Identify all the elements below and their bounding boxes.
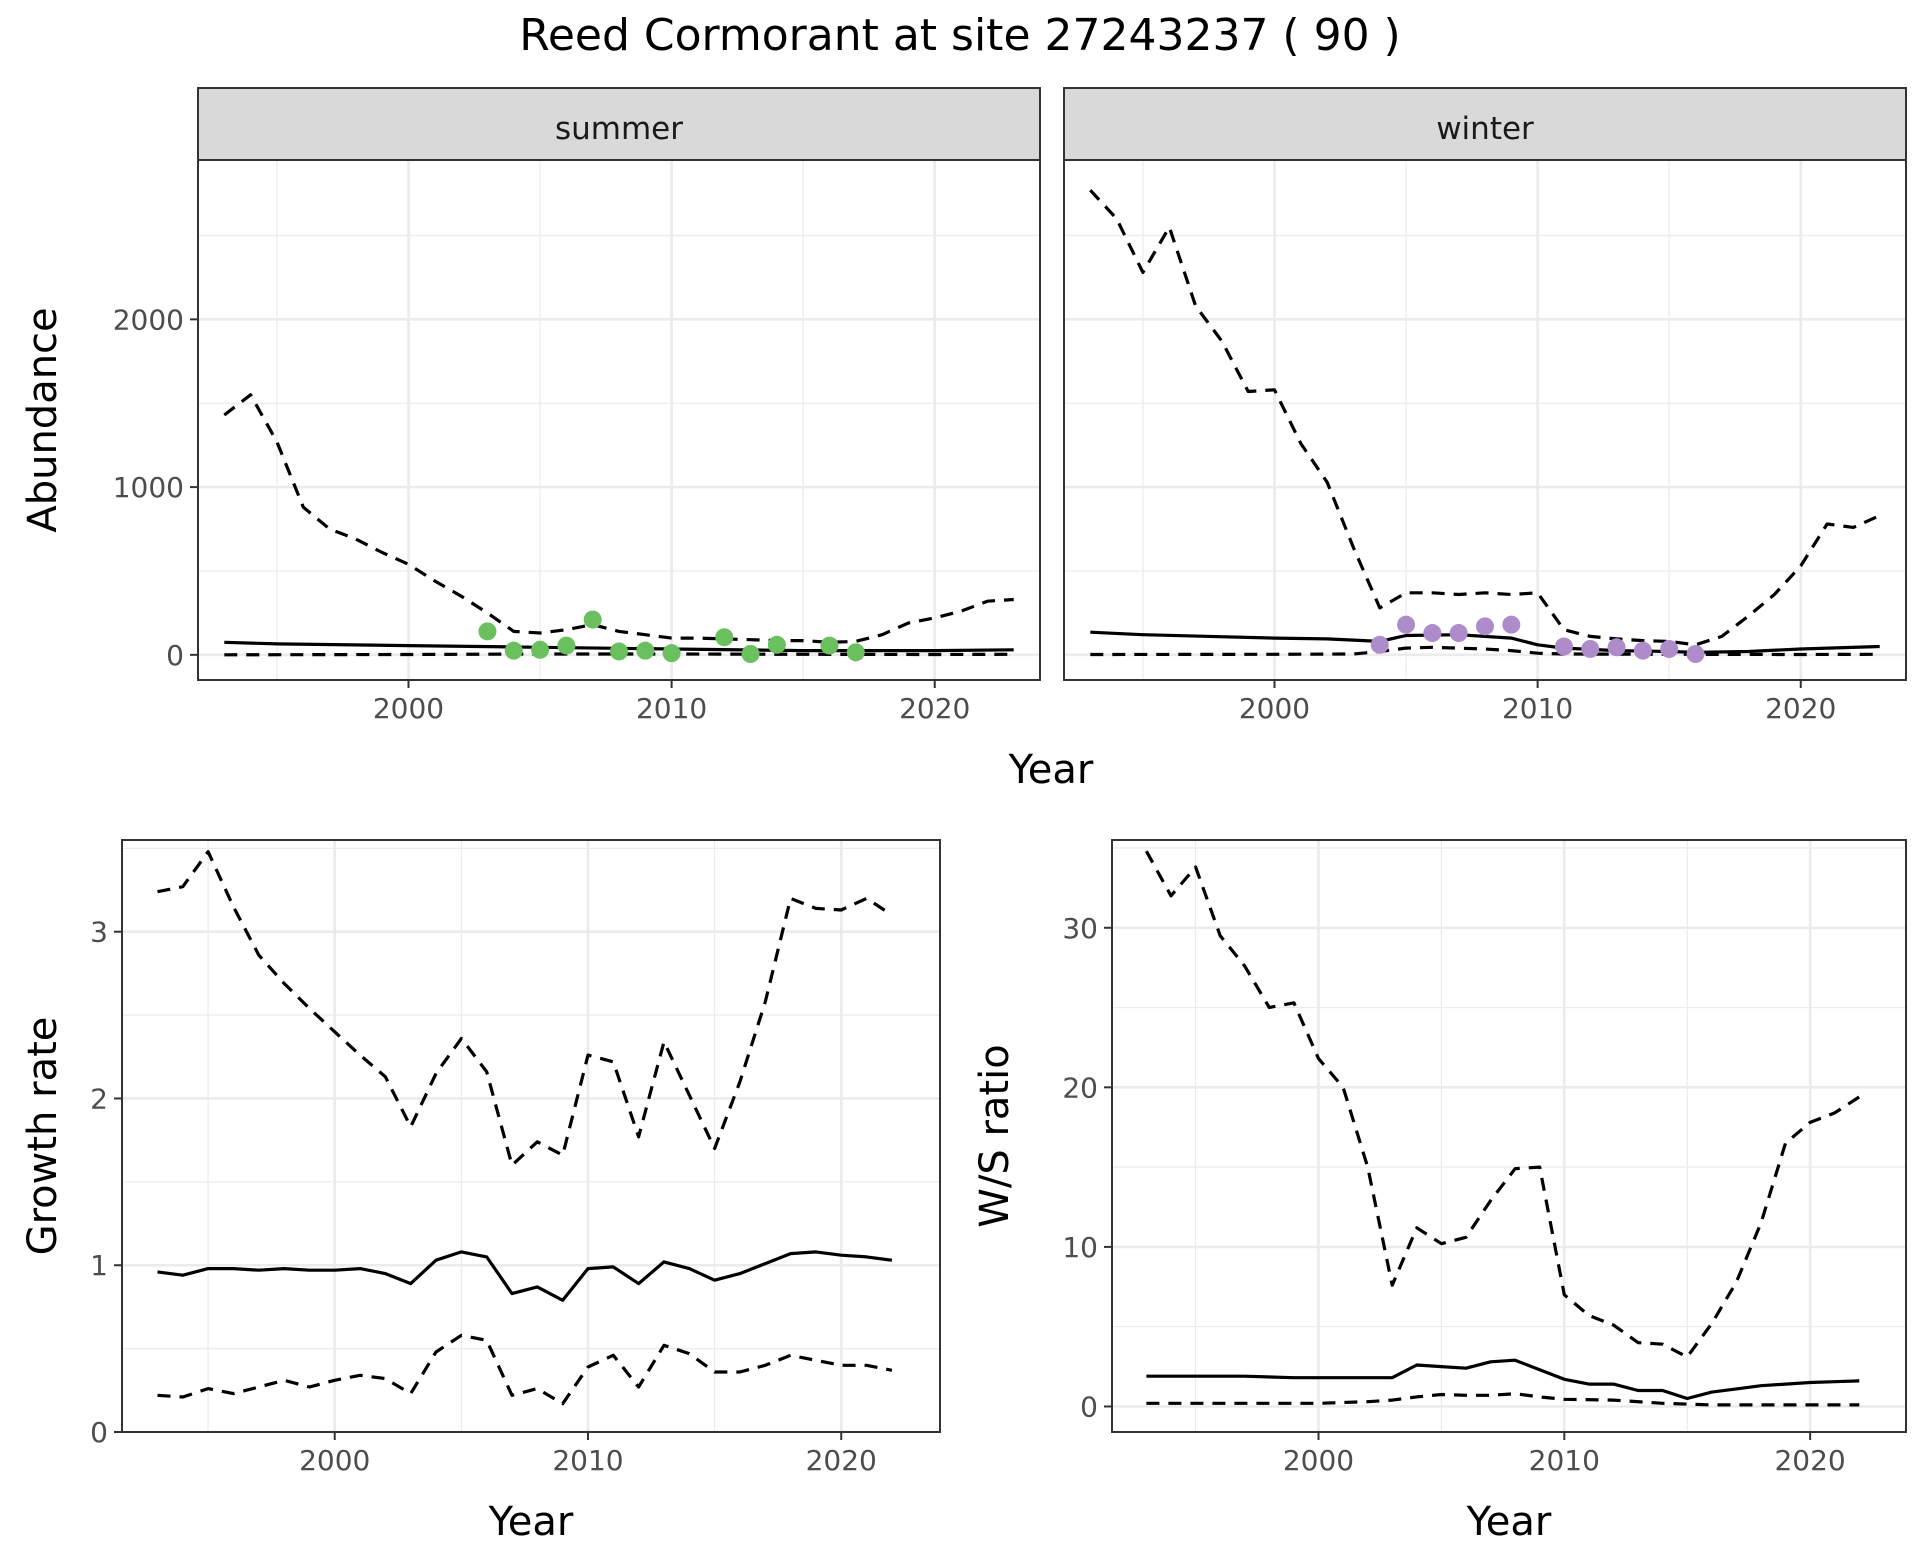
growth-x-tick-label: 2000 (299, 1444, 370, 1477)
growth-x-axis-title: Year (488, 1499, 574, 1545)
summer-observed-point (636, 641, 655, 660)
winter-upper-line (1089, 189, 1881, 647)
summer-panel-border (197, 159, 1041, 681)
winter-observed-point (1554, 637, 1573, 656)
growth-y-tick-label: 0 (90, 1416, 108, 1449)
growth-x-tick-label: 2010 (552, 1444, 623, 1477)
growth-grid (122, 840, 940, 1434)
winter-observed-point (1397, 615, 1416, 634)
growth-y-tick-label: 2 (90, 1082, 108, 1115)
winter-observed-point (1607, 638, 1626, 657)
growth-y-axis-title: Growth rate (20, 1017, 66, 1256)
summer-observed-point (715, 628, 734, 647)
winter-observed-point (1581, 639, 1600, 658)
ratio-estimate-line (1146, 1358, 1860, 1401)
winter-x-tick-label: 2020 (1765, 692, 1836, 725)
winter-estimate-line (1090, 630, 1880, 654)
ratio-y-tick-label: 10 (1062, 1231, 1098, 1264)
summer-axes: 2000 2010 2020 0 1000 2000 (113, 303, 971, 725)
summer-observed-point (478, 622, 497, 641)
winter-observed-point (1370, 635, 1389, 654)
winter-observed-point (1686, 645, 1705, 663)
figure-title: Reed Cormorant at site 27243237 ( 90 ) (519, 10, 1400, 61)
summer-observed-point (557, 636, 576, 655)
growth-lower-line (157, 1333, 893, 1406)
ratio-x-tick-label: 2020 (1774, 1444, 1845, 1477)
winter-x-tick-label: 2010 (1502, 692, 1573, 725)
summer-x-tick-label: 2010 (636, 692, 707, 725)
winter-strip-label: winter (1436, 111, 1534, 147)
summer-observed-point (662, 644, 681, 663)
growth-plot-area (122, 840, 940, 1432)
ratio-plot-area (1112, 840, 1906, 1432)
winter-observed-point (1660, 639, 1679, 658)
ratio-panel: 2000 2010 2020 0 10 20 30 Year W/S ratio (972, 839, 1907, 1545)
winter-plot-area (1064, 160, 1906, 680)
summer-plot-area (198, 160, 1040, 680)
summer-data (223, 393, 1014, 663)
ratio-lower-line (1146, 1392, 1860, 1407)
summer-x-tick-label: 2000 (373, 692, 444, 725)
growth-estimate-line (157, 1250, 893, 1302)
growth-data (157, 850, 893, 1406)
summer-panel: summer 2000 2010 2020 0 1000 2000 (113, 87, 1041, 725)
summer-observed-point (846, 643, 865, 662)
ratio-y-tick-label: 0 (1080, 1390, 1098, 1423)
winter-panel: winter 2000 2010 2020 (1063, 87, 1907, 725)
growth-axes: 2000 2010 2020 0 1 2 3 (90, 916, 877, 1477)
ratio-y-axis-title: W/S ratio (972, 1044, 1018, 1227)
growth-panel-border (121, 839, 941, 1433)
winter-data (1089, 189, 1881, 663)
ratio-y-tick-label: 20 (1062, 1071, 1098, 1104)
ratio-upper-line (1144, 850, 1861, 1359)
summer-y-tick-label: 1000 (113, 471, 184, 504)
summer-observed-point (741, 645, 760, 663)
summer-observed-point (531, 640, 550, 659)
winter-strip (1063, 87, 1907, 161)
summer-estimate-line (224, 640, 1014, 653)
growth-x-tick-label: 2020 (806, 1444, 877, 1477)
ratio-x-tick-label: 2010 (1529, 1444, 1600, 1477)
top-y-axis-title: Abundance (20, 307, 66, 532)
winter-grid (1064, 160, 1906, 680)
ratio-x-axis-title: Year (1466, 1499, 1552, 1545)
summer-upper-line (223, 393, 1014, 644)
summer-observed-point (504, 641, 523, 660)
summer-x-tick-label: 2020 (899, 692, 970, 725)
ratio-data (1144, 850, 1861, 1407)
winter-x-tick-label: 2000 (1239, 692, 1310, 725)
summer-observed-point (583, 610, 602, 629)
ratio-axes: 2000 2010 2020 0 10 20 30 (1062, 912, 1845, 1477)
summer-observed-point (610, 642, 628, 661)
growth-y-tick-label: 3 (90, 916, 108, 949)
ratio-y-tick-label: 30 (1062, 912, 1098, 945)
summer-strip (197, 87, 1041, 161)
winter-observed-point (1476, 617, 1494, 636)
winter-observed-point (1449, 624, 1468, 643)
growth-y-tick-label: 1 (90, 1249, 108, 1282)
top-x-axis-title: Year (1008, 747, 1094, 793)
winter-observed-point (1633, 641, 1652, 660)
summer-strip-label: summer (555, 111, 683, 147)
summer-y-tick-label: 2000 (113, 303, 184, 336)
ratio-grid (1112, 840, 1906, 1432)
winter-observed-point (1502, 615, 1521, 634)
growth-panel: 2000 2010 2020 0 1 2 3 Year Growth rate (20, 839, 941, 1545)
winter-panel-border (1063, 159, 1907, 681)
summer-y-tick-label: 0 (166, 639, 184, 672)
winter-axes: 2000 2010 2020 (1239, 680, 1836, 725)
winter-observed-point (1423, 624, 1442, 643)
ratio-panel-border (1111, 839, 1907, 1433)
summer-observed-point (767, 635, 786, 654)
summer-observed-point (820, 636, 839, 655)
ratio-x-tick-label: 2000 (1283, 1444, 1354, 1477)
summer-grid (198, 160, 1040, 680)
